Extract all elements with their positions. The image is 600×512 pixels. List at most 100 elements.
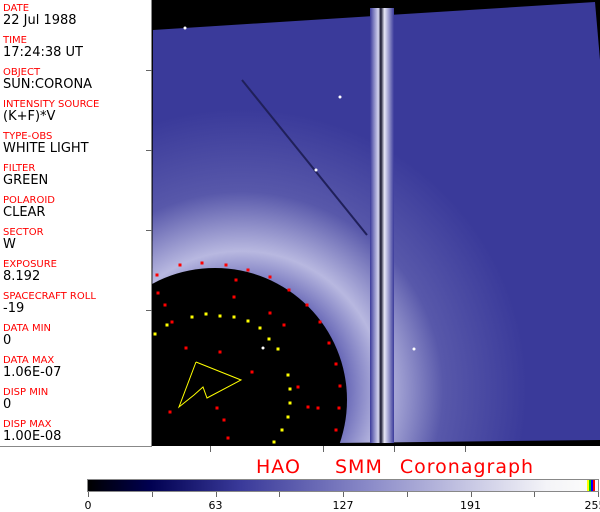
yellow-marker <box>218 314 222 318</box>
field-type-obs: TYPE-OBS WHITE LIGHT <box>3 131 89 156</box>
axis-tick <box>146 70 152 71</box>
red-marker <box>156 291 160 295</box>
colorbar-tick <box>534 492 536 497</box>
field-value: -19 <box>3 301 25 316</box>
colorbar-tick-label: 0 <box>84 499 92 512</box>
coronagraph-image <box>152 0 600 446</box>
red-marker <box>316 406 320 410</box>
field-label: OBJECT <box>3 67 41 78</box>
field-value: WHITE LIGHT <box>3 141 89 156</box>
red-marker <box>306 405 310 409</box>
colorbar-overlay-blue <box>591 480 593 491</box>
field-data-max: DATA MAX 1.06E-07 <box>3 355 61 380</box>
instrument-title: HAO SMM Coronagraph <box>256 456 535 478</box>
red-marker <box>163 303 167 307</box>
yellow-marker <box>286 373 290 377</box>
colorbar-tick-label: 255 <box>584 499 600 512</box>
field-label: POLAROID <box>3 195 56 206</box>
red-marker <box>268 275 272 279</box>
field-time: TIME 17:24:38 UT <box>3 35 83 60</box>
yellow-marker <box>165 323 169 327</box>
colorbar-overlay-green <box>589 480 591 491</box>
occulter-pylon <box>370 8 394 443</box>
red-marker <box>268 311 272 315</box>
yellow-marker <box>288 387 292 391</box>
field-label: TYPE-OBS <box>3 131 53 142</box>
red-marker <box>327 341 331 345</box>
red-marker <box>218 350 222 354</box>
colorbar-tick <box>343 492 344 497</box>
field-label: TIME <box>3 35 28 46</box>
colorbar-tick <box>598 492 599 497</box>
colorbar-tick <box>406 492 408 497</box>
yellow-outline-marker <box>177 361 243 409</box>
axis-tick <box>146 230 152 231</box>
red-marker <box>287 288 291 292</box>
red-marker <box>282 323 286 327</box>
pylon-shadow-streak <box>241 79 368 236</box>
red-marker <box>200 261 204 265</box>
star-point <box>314 168 318 172</box>
colorbar-tick <box>279 492 281 497</box>
colorbar-tick <box>151 492 153 497</box>
colorbar-tick <box>88 492 89 497</box>
field-disp-min: DISP MIN 0 <box>3 387 48 412</box>
field-data-min: DATA MIN 0 <box>3 323 51 348</box>
field-value: 1.00E-08 <box>3 429 62 444</box>
colorbar <box>87 479 599 492</box>
star-point <box>261 346 265 350</box>
red-marker <box>184 346 188 350</box>
yellow-marker <box>190 315 194 319</box>
field-label: INTENSITY SOURCE <box>3 99 100 110</box>
yellow-marker <box>267 337 271 341</box>
field-label: EXPOSURE <box>3 259 58 270</box>
field-filter: FILTER GREEN <box>3 163 48 188</box>
yellow-marker <box>153 332 157 336</box>
field-intensity-source: INTENSITY SOURCE (K+F)*V <box>3 99 99 124</box>
yellow-marker <box>246 319 250 323</box>
red-marker <box>170 320 174 324</box>
red-marker <box>250 370 254 374</box>
field-value: 0 <box>3 333 12 348</box>
star-point <box>338 95 342 99</box>
field-label: DATE <box>3 3 30 14</box>
field-value: 17:24:38 UT <box>3 45 83 60</box>
yellow-marker <box>286 415 290 419</box>
field-value: 1.06E-07 <box>3 365 62 380</box>
field-object: OBJECT SUN:CORONA <box>3 67 92 92</box>
red-marker <box>222 418 226 422</box>
red-marker <box>155 273 159 277</box>
red-marker <box>334 362 338 366</box>
red-marker <box>224 263 228 267</box>
field-value: GREEN <box>3 173 49 188</box>
red-marker <box>338 384 342 388</box>
red-marker <box>168 410 172 414</box>
red-marker <box>296 385 300 389</box>
axis-tick <box>394 446 395 452</box>
colorbar-overlay-red <box>593 480 595 491</box>
yellow-marker <box>276 347 280 351</box>
field-date: DATE 22 Jul 1988 <box>3 3 77 28</box>
red-marker <box>334 428 338 432</box>
field-label: SPACECRAFT ROLL <box>3 291 96 302</box>
occulting-disk <box>152 268 347 446</box>
yellow-marker <box>272 440 276 444</box>
colorbar-overlay-yellow <box>587 480 589 491</box>
red-marker <box>226 436 230 440</box>
colorbar-tick-label: 191 <box>460 499 481 512</box>
red-marker <box>215 406 219 410</box>
field-label: DATA MAX <box>3 355 55 366</box>
colorbar-tick-label: 127 <box>332 499 354 512</box>
field-value: SUN:CORONA <box>3 77 93 92</box>
red-marker <box>318 320 322 324</box>
yellow-marker <box>204 312 208 316</box>
colorbar-tick <box>215 492 217 497</box>
yellow-marker <box>288 401 292 405</box>
field-value: 8.192 <box>3 269 41 284</box>
axis-tick <box>146 310 152 311</box>
axis-tick <box>323 446 324 452</box>
yellow-marker <box>232 315 236 319</box>
red-marker <box>305 303 309 307</box>
field-value: CLEAR <box>3 205 46 220</box>
field-value: 0 <box>3 397 12 412</box>
